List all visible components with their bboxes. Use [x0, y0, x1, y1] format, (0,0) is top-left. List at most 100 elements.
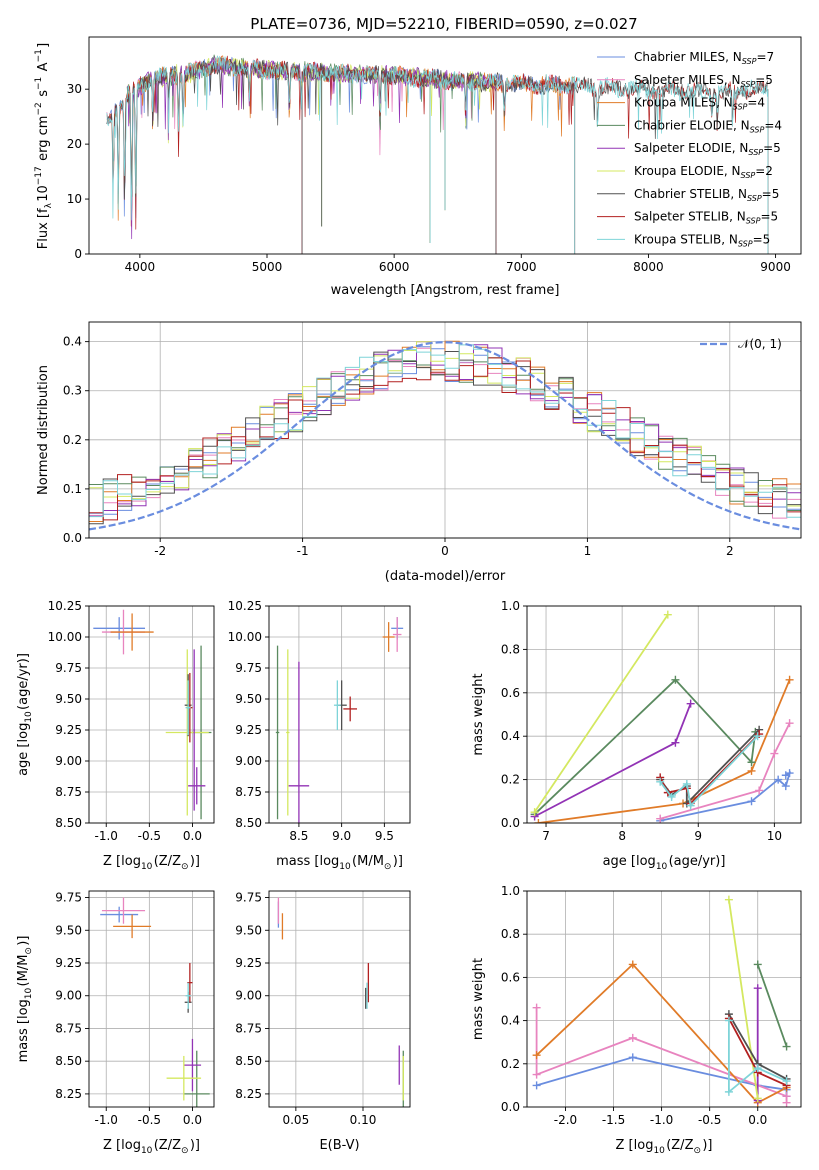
- y-tick-label: 0.8: [501, 927, 520, 941]
- legend-label: Kroupa MILES, NSSP=4: [634, 96, 765, 112]
- axes-frame: [526, 605, 802, 824]
- errorbar-point: [165, 649, 209, 816]
- y-tick-label: 10: [67, 192, 82, 206]
- legend-label: Salpeter STELIB, NSSP=5: [634, 210, 778, 226]
- errorbar-point: [286, 649, 290, 816]
- weight-marker: [785, 675, 794, 684]
- weight-line-series-3: [533, 678, 757, 815]
- x-tick-label: -1.0: [95, 1113, 118, 1127]
- weight-marker: [656, 777, 665, 786]
- weight-marker: [534, 819, 543, 823]
- legend-label: 𝒩(0, 1): [738, 337, 782, 351]
- x-tick-label: 8.5: [289, 829, 308, 843]
- weight-marker: [724, 895, 733, 904]
- weight-marker: [747, 758, 756, 767]
- weight-marker: [656, 814, 665, 823]
- weight-marker: [755, 786, 764, 795]
- y-tick-label: 0.4: [63, 335, 82, 349]
- x-tick-label: 8000: [633, 260, 664, 274]
- weight-marker: [530, 808, 539, 817]
- x-tick-label: -2: [154, 544, 166, 558]
- panel-spectrum: 4000 5000 6000 7000 8000 9000 0 10 20 30 Chabrier …: [34, 36, 802, 298]
- weight-marker: [774, 775, 783, 784]
- x-tick-label: 9.5: [375, 829, 394, 843]
- weight-marker: [747, 797, 756, 806]
- panel-mass-vs-ebv: 0.05 0.10 8.25 8.50 8.75 9.00 9.25 9.50 9.75: [235, 891, 411, 1127]
- plot-area: [89, 340, 801, 531]
- y-tick-label: 8.75: [235, 1021, 262, 1035]
- legend: Chabrier MILES, NSSP=7 Salpeter MILES, NS…: [597, 50, 782, 248]
- plot-area: [532, 895, 791, 1107]
- weight-line-series-5: [533, 614, 669, 813]
- figure-title: PLATE=0736, MJD=52210, FIBERID=0590, z=0…: [250, 15, 637, 33]
- errorbar-point: [185, 982, 191, 1009]
- y-tick-label: 0.6: [501, 970, 520, 984]
- errorbar-point: [333, 680, 341, 730]
- x-tick-label: -1: [297, 544, 309, 558]
- y-tick-label: 0.4: [501, 729, 520, 743]
- legend-label: Chabrier MILES, NSSP=7: [634, 50, 774, 66]
- x-axis-label: mass [log10 (M/M⊙ )]: [276, 854, 403, 872]
- x-tick-label: -1.0: [650, 1113, 673, 1127]
- axes-frame: [88, 890, 215, 1108]
- errorbar-point: [188, 767, 206, 805]
- x-tick-label: -1.0: [95, 829, 118, 843]
- weight-line-series-8: [728, 1020, 787, 1094]
- plot-area: [93, 609, 212, 820]
- plot-area: [277, 897, 404, 1107]
- errorbar-point: [185, 680, 191, 735]
- y-tick-label: 9.50: [235, 923, 262, 937]
- legend: 𝒩(0, 1): [700, 337, 782, 351]
- x-axis-label: Z [log10 (Z/Z⊙ )]: [616, 1138, 713, 1156]
- y-tick-label: 0.0: [501, 816, 520, 830]
- weight-line-series-1: [659, 722, 791, 820]
- x-tick-label: 7000: [506, 260, 537, 274]
- panel-mass-vs-Z: -1.0 -0.5 0.0 8.25 8.50 8.75 9.00 9.25 9.50 9.75 Z…: [16, 890, 215, 1156]
- legend-label: Salpeter ELODIE, NSSP=5: [634, 141, 781, 157]
- y-tick-label: 10.25: [228, 599, 262, 613]
- y-tick-label: 9.75: [235, 891, 262, 905]
- x-tick-label: -0.5: [698, 1113, 721, 1127]
- errorbar-point: [113, 914, 152, 939]
- y-tick-label: 10.00: [48, 630, 82, 644]
- weight-line-series-2: [538, 679, 791, 823]
- x-tick-label: 1: [584, 544, 592, 558]
- y-tick-label: 0.2: [501, 773, 520, 787]
- x-tick-label: -1.5: [602, 1113, 625, 1127]
- x-tick-label: 5000: [252, 260, 283, 274]
- weight-marker: [724, 1016, 733, 1025]
- errorbar-point: [288, 661, 310, 823]
- plot-area: [106, 54, 769, 254]
- x-tick-label: -0.5: [138, 829, 161, 843]
- y-tick-label: 9.25: [55, 723, 82, 737]
- y-tick-label: 8.50: [55, 816, 82, 830]
- errorbar-point: [275, 645, 280, 820]
- weight-marker: [682, 779, 691, 788]
- weight-marker: [753, 1094, 762, 1103]
- x-tick-label: 7: [542, 829, 550, 843]
- x-tick-label: -2.0: [554, 1113, 577, 1127]
- x-axis-label: age [log10 (age/yr)]: [603, 854, 726, 872]
- errorbar-point: [193, 649, 196, 811]
- y-tick-label: 30: [67, 82, 82, 96]
- x-tick-label: 4000: [125, 260, 156, 274]
- plot-area: [100, 897, 210, 1107]
- x-tick-label: 9000: [760, 260, 791, 274]
- x-tick-label: 9.0: [332, 829, 351, 843]
- errorbar-point: [382, 622, 395, 652]
- y-tick-label: 0.2: [63, 433, 82, 447]
- x-tick-label: 6000: [379, 260, 410, 274]
- y-tick-label: 1.0: [501, 599, 520, 613]
- errorbar-point: [343, 696, 358, 722]
- y-tick-label: 9.00: [55, 754, 82, 768]
- spectrum-series-8: [106, 55, 769, 254]
- plot-area: [275, 617, 404, 823]
- axes-frame: [88, 605, 215, 824]
- y-tick-label: 8.75: [55, 1021, 82, 1035]
- weight-marker: [686, 699, 695, 708]
- weight-marker: [781, 771, 790, 780]
- x-tick-label: 0.0: [183, 1113, 202, 1127]
- y-tick-label: 0.4: [501, 1014, 520, 1028]
- errorbar-point: [166, 1055, 202, 1101]
